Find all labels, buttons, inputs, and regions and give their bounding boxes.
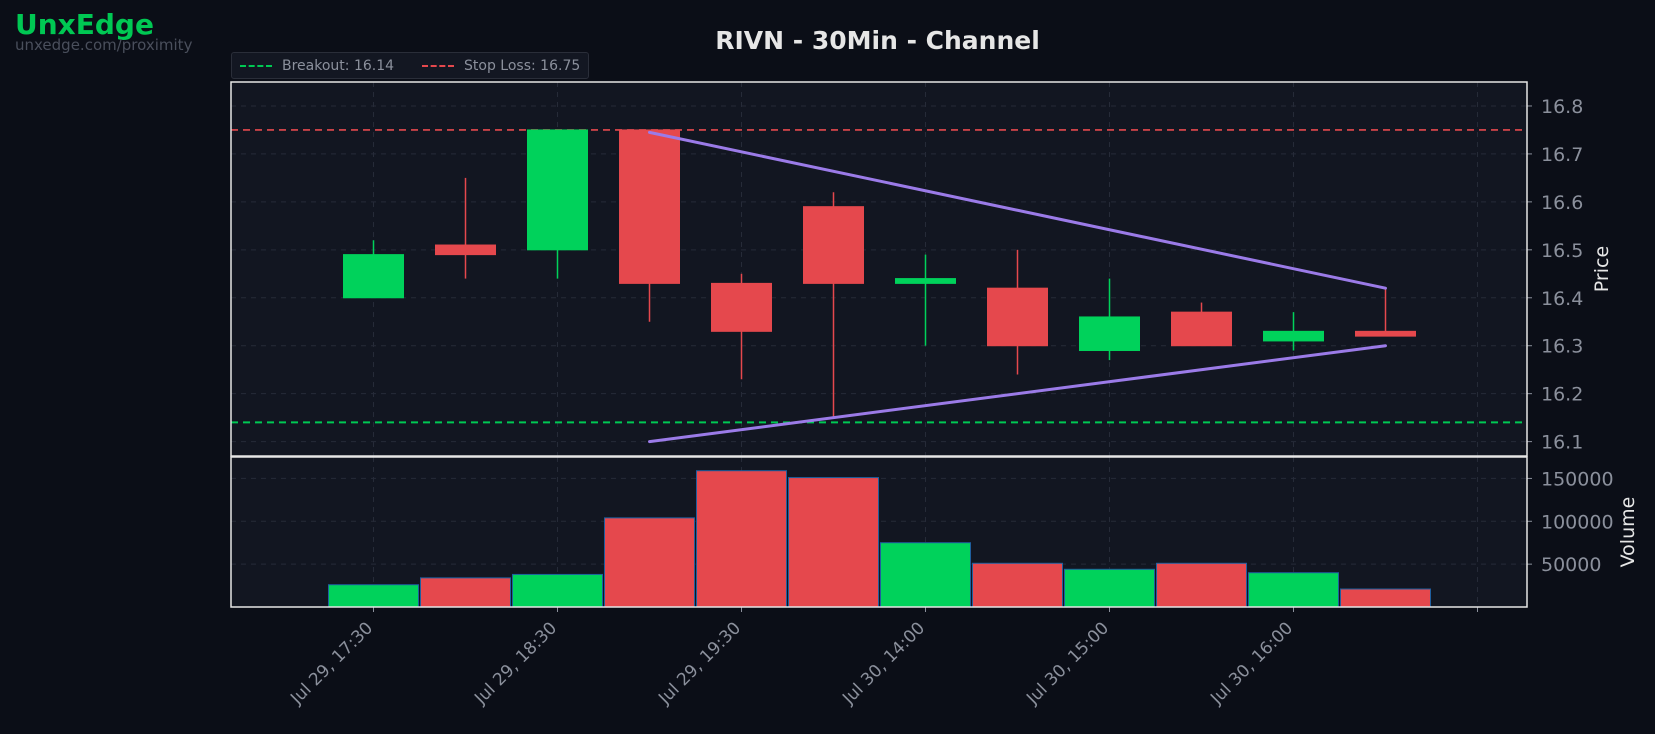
legend-label-breakout: Breakout: 16.14 [282, 57, 395, 74]
x-tick-label: Jul 29, 19:30 [654, 618, 745, 709]
x-tick-label: Jul 29, 17:30 [286, 618, 377, 709]
volume-panel-border [230, 456, 1528, 608]
candle-body [619, 129, 680, 284]
price-panel [231, 82, 1527, 456]
volume-bar [1156, 562, 1247, 608]
volume-bar [604, 517, 695, 608]
volume-bar [972, 562, 1063, 608]
volume-tick-label: 100000 [1541, 511, 1614, 533]
candle-body [895, 278, 956, 284]
volume-bar [880, 542, 971, 608]
x-tick-label: Jul 30, 14:00 [838, 618, 929, 709]
y-tick-label: 16.6 [1541, 192, 1583, 214]
volume-tick-label: 50000 [1541, 554, 1601, 576]
y-tick-label: 16.3 [1541, 336, 1583, 358]
y-tick-label: 16.7 [1541, 144, 1583, 166]
legend-label-stop-loss: Stop Loss: 16.75 [464, 57, 581, 74]
candle-body [343, 254, 404, 299]
candle-body [987, 287, 1048, 347]
brand-url: unxedge.com/proximity [15, 36, 193, 54]
candle-body [1355, 330, 1416, 337]
brand-name: UnxEdge [15, 8, 154, 41]
candle-body [711, 282, 772, 332]
volume-bar [1248, 572, 1339, 608]
volume-bar [696, 470, 787, 608]
x-tick-label: Jul 30, 15:00 [1022, 618, 1113, 709]
candle-body [435, 244, 496, 256]
channel-upper-line [648, 130, 1387, 290]
y-tick-label: 16.4 [1541, 288, 1583, 310]
chart-legend: Breakout: 16.14 Stop Loss: 16.75 [231, 52, 590, 79]
price-axis-label: Price [1591, 246, 1613, 292]
candle-body [1079, 316, 1140, 352]
volume-tick-label: 150000 [1541, 468, 1614, 490]
volume-bar [1340, 588, 1431, 608]
candle-body [1171, 311, 1232, 347]
x-tick-label: Jul 30, 16:00 [1206, 618, 1297, 709]
y-tick-label: 16.8 [1541, 96, 1583, 118]
volume-bar [512, 573, 603, 608]
channel-lower-line [648, 344, 1387, 444]
volume-bar [1064, 568, 1155, 608]
candle-body [803, 206, 864, 284]
price-panel-border [230, 81, 1528, 457]
candle-body [1263, 330, 1324, 342]
candle-body [527, 129, 588, 251]
y-tick-label: 16.5 [1541, 240, 1583, 262]
brand-logo: UnxEdge unxedge.com/proximity [15, 8, 192, 53]
legend-swatch-stop-loss [422, 64, 455, 67]
volume-axis-label: Volume [1617, 497, 1639, 568]
legend-item-stop-loss: Stop Loss: 16.75 [422, 58, 580, 74]
legend-swatch-breakout [240, 64, 272, 67]
volume-bar [420, 577, 511, 608]
y-tick-label: 16.1 [1541, 432, 1583, 454]
volume-bar [788, 477, 879, 608]
volume-bar [328, 584, 419, 608]
y-tick-label: 16.2 [1541, 384, 1583, 406]
x-tick-label: Jul 29, 18:30 [470, 618, 561, 709]
chart-title: RIVN - 30Min - Channel [715, 26, 1040, 55]
legend-item-breakout: Breakout: 16.14 [240, 58, 394, 74]
